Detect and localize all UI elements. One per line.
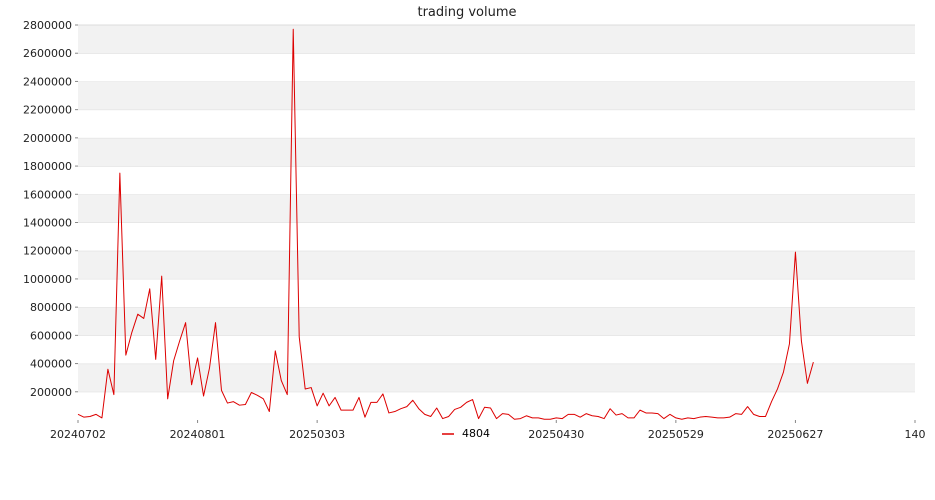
y-tick-label: 600000 <box>30 329 72 342</box>
grid-band <box>78 307 915 336</box>
grid-band <box>78 250 915 279</box>
grid-band <box>78 109 915 138</box>
legend-label: 4804 <box>462 427 490 440</box>
series-line <box>77 28 814 420</box>
grid-band <box>78 137 915 167</box>
grid-band <box>78 363 915 392</box>
x-tick-label: 20250430 <box>528 428 584 441</box>
y-tick-label: 1000000 <box>23 273 72 286</box>
grid-band <box>78 278 915 308</box>
x-tick-label: 20250529 <box>648 428 704 441</box>
chart-title: trading volume <box>417 5 516 20</box>
y-tick-label: 2800000 <box>23 19 72 32</box>
grid-band <box>78 53 915 82</box>
plot-area <box>77 28 814 420</box>
grid-band <box>78 194 915 223</box>
grid-band <box>78 25 915 54</box>
y-tick-label: 1600000 <box>23 188 72 201</box>
y-tick-label: 2400000 <box>23 75 72 88</box>
y-tick-label: 400000 <box>30 358 72 371</box>
grid-band <box>78 391 915 420</box>
x-tick-label: 20250303 <box>289 428 345 441</box>
y-tick-label: 1800000 <box>23 160 72 173</box>
x-tick-label: 20240702 <box>50 428 106 441</box>
y-tick-label: 800000 <box>30 301 72 314</box>
grid-band <box>78 81 915 110</box>
y-tick-label: 1200000 <box>23 245 72 258</box>
x-tick-label: 20250627 <box>767 428 823 441</box>
y-tick-label: 2000000 <box>23 132 72 145</box>
x-axis: 20240702 20240801 20250303 20250430 20250529… <box>50 420 926 441</box>
x-tick-label: 20240801 <box>170 428 226 441</box>
y-axis: 200000 400000 600000 800000 1000000 1200000 14… <box>23 19 78 399</box>
grid-bands <box>78 24 915 420</box>
x-tick-label: 140 <box>905 428 926 441</box>
grid-band <box>78 166 915 195</box>
grid-band <box>78 222 915 251</box>
y-tick-label: 200000 <box>30 386 72 399</box>
y-tick-label: 1400000 <box>23 217 72 230</box>
legend: 4804 <box>442 427 490 440</box>
y-tick-label: 2600000 <box>23 47 72 60</box>
y-tick-label: 2200000 <box>23 104 72 117</box>
